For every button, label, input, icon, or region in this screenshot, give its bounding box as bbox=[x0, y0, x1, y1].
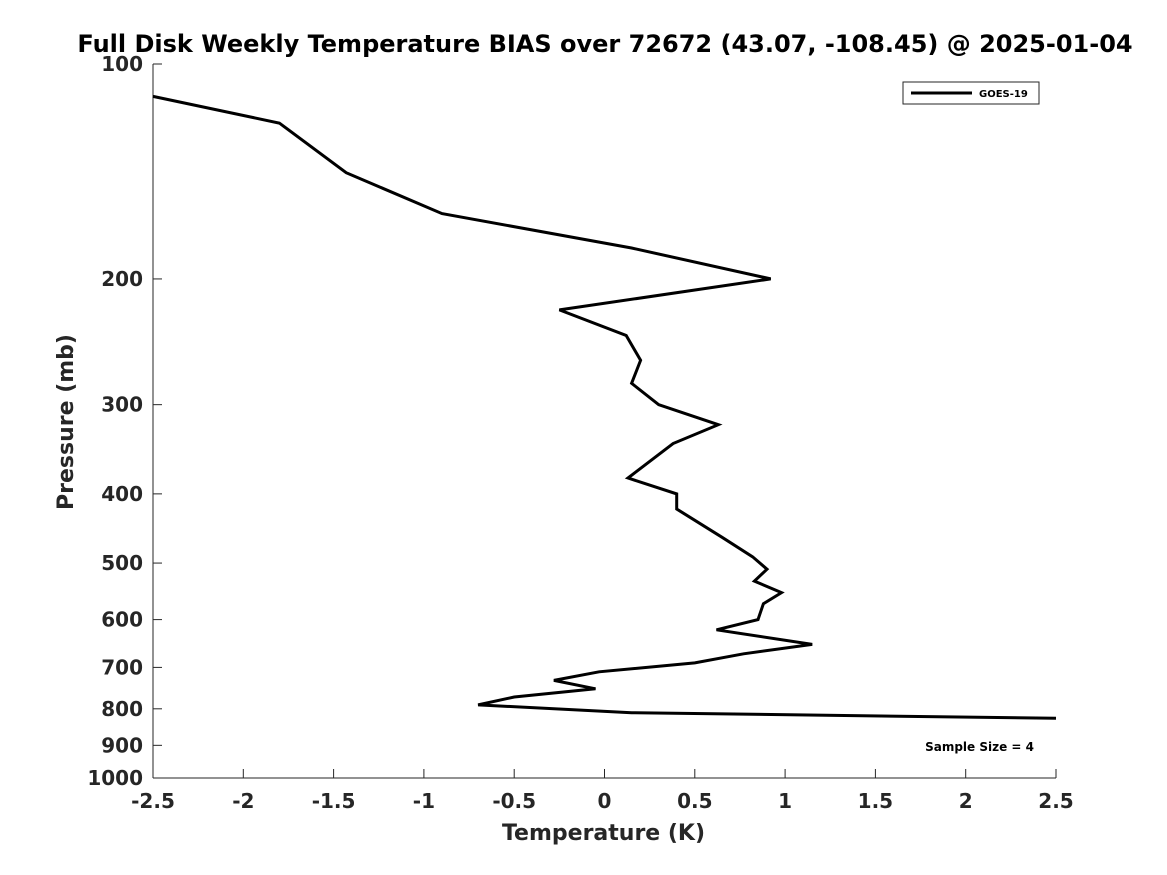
x-tick-label: 2.5 bbox=[1038, 789, 1073, 813]
y-tick-label: 100 bbox=[101, 52, 143, 76]
x-tick-label: 2 bbox=[959, 789, 973, 813]
y-tick-label: 200 bbox=[101, 267, 143, 291]
x-axis-ticks: -2.5 -2 -1.5 -1 -0.5 0 0.5 1 1.5 2 2.5 bbox=[131, 769, 1074, 813]
y-tick-label: 700 bbox=[101, 655, 143, 679]
sample-size-annotation: Sample Size = 4 bbox=[925, 740, 1034, 754]
y-tick-label: 900 bbox=[101, 733, 143, 757]
plot-area: -2.5 -2 -1.5 -1 -0.5 0 0.5 1 1.5 2 2.5 100 200 300 40… bbox=[87, 52, 1073, 813]
x-tick-label: -1 bbox=[413, 789, 435, 813]
x-tick-label: -2 bbox=[232, 789, 254, 813]
y-tick-label: 300 bbox=[101, 393, 143, 417]
y-tick-label: 1000 bbox=[87, 766, 143, 790]
x-tick-label: 1.5 bbox=[858, 789, 893, 813]
y-tick-label: 400 bbox=[101, 482, 143, 506]
y-axis-label: Pressure (mb) bbox=[54, 334, 79, 510]
x-tick-label: 0 bbox=[598, 789, 612, 813]
y-tick-label: 500 bbox=[101, 551, 143, 575]
y-axis-ticks: 100 200 300 400 500 600 700 800 900 1000 bbox=[87, 52, 162, 790]
series-layer bbox=[152, 94, 1057, 720]
y-tick-label: 800 bbox=[101, 697, 143, 721]
x-tick-label: 0.5 bbox=[677, 789, 712, 813]
x-tick-label: 1 bbox=[778, 789, 792, 813]
legend-label-goes-19: GOES-19 bbox=[979, 89, 1028, 100]
x-tick-label: -2.5 bbox=[131, 789, 175, 813]
chart-title: Full Disk Weekly Temperature BIAS over 7… bbox=[77, 30, 1132, 58]
x-tick-label: -0.5 bbox=[492, 789, 536, 813]
x-tick-label: -1.5 bbox=[312, 789, 356, 813]
legend: GOES-19 bbox=[902, 81, 1040, 105]
y-tick-label: 600 bbox=[101, 608, 143, 632]
series-line-goes-19 bbox=[152, 94, 1057, 720]
x-axis-label: Temperature (K) bbox=[502, 821, 705, 846]
